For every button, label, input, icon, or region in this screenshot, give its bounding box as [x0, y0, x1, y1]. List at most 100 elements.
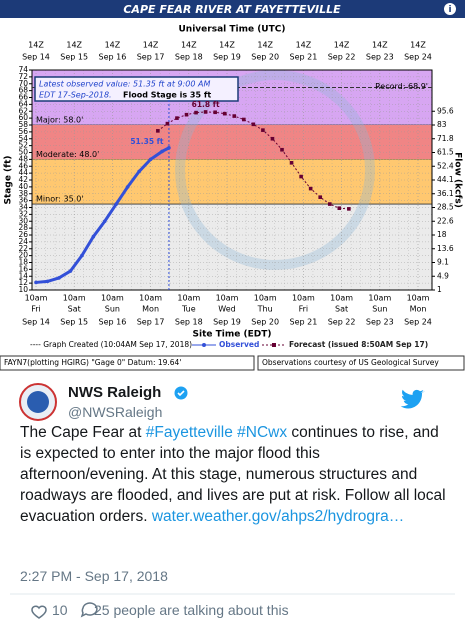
twitter-logo[interactable] [400, 389, 425, 409]
observed-point [148, 157, 153, 162]
flood-label: Major: 58.0' [36, 116, 83, 125]
forecast-point [222, 111, 227, 116]
legend-marker [202, 343, 206, 347]
y-tick-label: 42 [18, 175, 28, 184]
author-handle[interactable]: @NWSRaleigh [68, 404, 163, 420]
y-tick-label: 60 [18, 113, 28, 122]
top-date-label: Sep 21 [289, 53, 317, 62]
top-time-label: 14Z [105, 41, 121, 50]
top-time-label: 14Z [257, 41, 273, 50]
y2-axis-title: Flow (kcfs) [453, 152, 463, 208]
tweet-text: The Cape Fear at #Fayetteville #NCwx con… [20, 422, 450, 527]
hashtag[interactable]: #NCwx [237, 424, 288, 441]
y2-tick-label: 13.6 [437, 244, 454, 253]
x-day-label: Sat [68, 305, 81, 314]
y-tick-label: 18 [18, 258, 28, 267]
observed-point [34, 280, 38, 285]
top-date-label: Sep 16 [98, 53, 126, 62]
forecast-point [203, 110, 208, 114]
tweet-time[interactable]: 2:27 PM - Sep 17, 2018 [20, 568, 168, 584]
forecast-point [327, 202, 332, 206]
top-time-label: 14Z [66, 41, 82, 50]
talking-count[interactable]: 25 people are talking about this [94, 602, 289, 618]
plot-frame [31, 69, 433, 291]
x-day-label: Fri [299, 305, 309, 314]
info-icon[interactable] [444, 3, 456, 15]
series-line [157, 111, 349, 210]
info-box [34, 76, 239, 102]
y2-tick-label: 18 [437, 230, 447, 239]
top-time-label: 14Z [334, 41, 350, 50]
y-tick-label: 62 [18, 106, 28, 115]
hashtag[interactable]: #Fayetteville [145, 424, 233, 441]
forecast-point [175, 116, 179, 120]
y-tick-label: 30 [18, 216, 28, 225]
y-tick-label: 34 [18, 203, 28, 212]
y-tick-label: 14 [18, 271, 28, 280]
forecast-point [347, 207, 351, 211]
top-date-label: Sep 19 [213, 53, 241, 62]
observed-point [80, 253, 84, 258]
like-icon[interactable] [31, 605, 47, 619]
x-date-label: Sep 23 [366, 318, 394, 327]
top-date-label: Sep 20 [251, 53, 279, 62]
x-date-label: Sep 22 [328, 318, 356, 327]
y2-tick-label: 83 [437, 120, 447, 129]
watermark [175, 70, 375, 270]
reply-icon[interactable] [80, 602, 98, 618]
y-tick-label: 66 [18, 93, 28, 102]
x-day-label: Sat [335, 305, 348, 314]
forecast-point [308, 186, 313, 191]
graph-created: ---- Graph Created (10:04AM Sep 17, 2018… [30, 340, 192, 349]
y-tick-label: 20 [18, 251, 28, 260]
x-tick-label: 10am [25, 294, 48, 303]
x-tick-label: 10am [177, 294, 200, 303]
y-tick-label: 56 [18, 127, 28, 136]
forecast-point [232, 114, 237, 118]
forecast-point [213, 110, 217, 115]
forecast-point [165, 121, 170, 126]
x-date-label: Sep 20 [251, 318, 279, 327]
x-day-label: Mon [410, 305, 427, 314]
tweet: NWS Raleigh @NWSRaleigh The Cape Fear at… [0, 372, 465, 639]
top-date-label: Sep 14 [22, 53, 50, 62]
y-tick-label: 50 [18, 148, 28, 157]
y-tick-label: 38 [18, 189, 28, 198]
x-date-label: Sep 19 [213, 318, 241, 327]
y-tick-label: 44 [18, 168, 28, 177]
y2-tick-label: 61.5 [437, 148, 454, 157]
link[interactable]: water.weather.gov/ahps2/hydrogra… [151, 508, 405, 525]
y-tick-label: 24 [18, 237, 28, 246]
forecast-point [270, 136, 275, 141]
like-count[interactable]: 10 [52, 602, 68, 618]
x-day-label: Tue [181, 305, 196, 314]
y-tick-label: 48 [18, 154, 28, 163]
y2-tick-label: 71.8 [437, 134, 454, 143]
y-tick-label: 68 [18, 86, 28, 95]
flood-band [32, 159, 432, 205]
author-name[interactable]: NWS Raleigh [68, 384, 162, 401]
value-label: 61.8 ft [192, 100, 220, 109]
x-day-label: Thu [257, 305, 273, 314]
record-label: Record: 68.9' [375, 82, 428, 91]
forecast-point [194, 110, 198, 115]
avatar-inner [27, 391, 49, 413]
forecast-point [280, 147, 284, 152]
observed-point [114, 202, 119, 206]
x-tick-label: 10am [63, 294, 86, 303]
text: continues to rise, and is expected to en… [20, 424, 446, 525]
chart-title: CAPE FEAR RIVER AT FAYETTEVILLE [123, 3, 341, 16]
y2-tick-label: 28.5 [437, 203, 454, 212]
observed-point [160, 149, 164, 154]
x-day-label: Sun [105, 305, 120, 314]
hydrograph: CAPE FEAR RIVER AT FAYETTEVILLE i Univer… [0, 0, 465, 372]
y-tick-label: 74 [18, 65, 28, 74]
top-time-label: 14Z [296, 41, 312, 50]
y-tick-label: 70 [18, 79, 28, 88]
footer-box [257, 355, 465, 371]
title-bar [0, 0, 465, 18]
forecast-point [261, 128, 265, 132]
x-day-label: Fri [31, 305, 41, 314]
top-date-label: Sep 23 [366, 53, 394, 62]
